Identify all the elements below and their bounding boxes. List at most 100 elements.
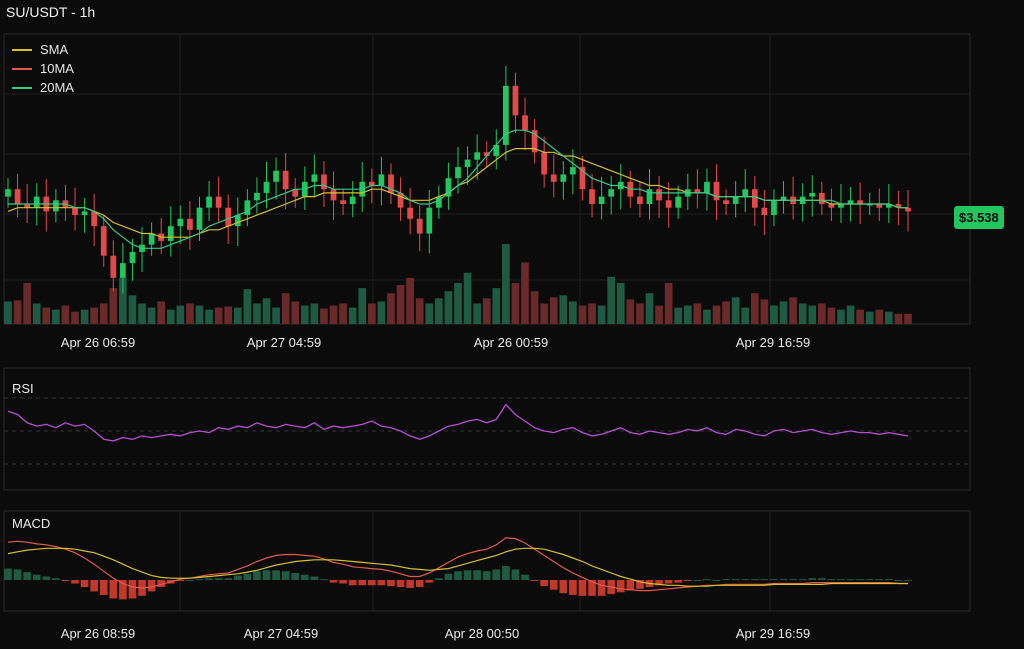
macd-histogram-bar bbox=[741, 579, 750, 581]
volume-bar bbox=[214, 307, 223, 324]
macd-histogram-bar bbox=[205, 578, 213, 580]
macd-histogram-bar bbox=[894, 580, 903, 581]
candle-body bbox=[847, 200, 854, 204]
volume-bar bbox=[32, 303, 41, 324]
macd-histogram-bar bbox=[195, 579, 204, 581]
macd-histogram-bar bbox=[760, 579, 769, 581]
macd-histogram-bar bbox=[789, 579, 797, 581]
macd-histogram-bar bbox=[856, 579, 864, 581]
candle-body bbox=[397, 192, 404, 208]
candle-body bbox=[646, 189, 653, 204]
legend-label: SMA bbox=[40, 42, 69, 57]
macd-histogram-bar bbox=[262, 570, 271, 580]
macd-line bbox=[7, 537, 908, 592]
volume-bar bbox=[128, 295, 137, 324]
macd-histogram-bar bbox=[348, 580, 357, 586]
volume-bar bbox=[540, 303, 548, 324]
candle-body bbox=[91, 211, 98, 227]
x-tick-label: Apr 26 06:59 bbox=[60, 335, 136, 350]
macd-histogram-bar bbox=[300, 574, 309, 580]
macd-histogram-bar bbox=[616, 580, 625, 593]
macd-histogram-bar bbox=[588, 580, 596, 596]
candle-body bbox=[5, 189, 11, 197]
candle-body bbox=[675, 196, 682, 208]
candle-body bbox=[560, 174, 567, 182]
macd-histogram-bar bbox=[502, 565, 510, 580]
candle-body bbox=[493, 144, 500, 156]
candle-body bbox=[857, 200, 863, 204]
volume-bar bbox=[176, 305, 185, 324]
macd-histogram-bar bbox=[52, 578, 60, 580]
candle-body bbox=[589, 189, 595, 204]
candle-body bbox=[838, 204, 844, 208]
volume-bar bbox=[425, 303, 434, 324]
volume-bar bbox=[90, 307, 98, 324]
legend: SMA 10MA 20MA bbox=[12, 40, 74, 97]
volume-bar bbox=[396, 285, 405, 324]
candle-body bbox=[809, 192, 816, 197]
volume-bar bbox=[233, 307, 242, 324]
volume-bar bbox=[789, 297, 797, 324]
candle-body bbox=[503, 85, 509, 145]
volume-bar bbox=[71, 311, 79, 324]
candle-body bbox=[388, 174, 394, 193]
volume-bar bbox=[463, 272, 472, 324]
candle-body bbox=[531, 130, 538, 153]
volume-bar bbox=[80, 309, 89, 324]
candle-body bbox=[885, 204, 892, 208]
volume-bar bbox=[846, 305, 855, 324]
macd-histogram-bar bbox=[655, 580, 663, 586]
candle-body bbox=[407, 207, 413, 219]
macd-histogram-bar bbox=[703, 579, 711, 581]
macd-histogram-bar bbox=[119, 580, 127, 600]
volume-bar bbox=[109, 288, 118, 324]
rsi-line bbox=[7, 403, 909, 442]
macd-histogram-bar bbox=[80, 580, 89, 588]
volume-bar bbox=[138, 303, 146, 324]
volume-bar bbox=[166, 309, 175, 324]
candle-body bbox=[771, 200, 777, 216]
candle-body bbox=[120, 263, 126, 278]
candle-body bbox=[330, 189, 337, 201]
volume-bar bbox=[243, 289, 252, 324]
macd-histogram-bar bbox=[377, 580, 386, 586]
macd-histogram-bar bbox=[846, 579, 855, 581]
macd-histogram-bar bbox=[569, 580, 577, 595]
x-tick-label: Apr 27 04:59 bbox=[246, 335, 322, 350]
volume-bar bbox=[368, 303, 376, 324]
rsi-label: RSI bbox=[12, 381, 34, 396]
macd-histogram-bar bbox=[683, 580, 692, 581]
macd-histogram-bar bbox=[559, 580, 568, 594]
macd-histogram-bar bbox=[147, 580, 156, 592]
macd-histogram-bar bbox=[4, 568, 12, 580]
candle-body bbox=[33, 196, 40, 208]
x-tick-label: Apr 26 08:59 bbox=[60, 626, 136, 641]
candle-body bbox=[416, 218, 423, 234]
macd-histogram-bar bbox=[674, 580, 683, 583]
candle-body bbox=[282, 170, 289, 190]
macd-histogram-bar bbox=[32, 574, 41, 580]
volume-bar bbox=[444, 291, 453, 324]
candle-body bbox=[244, 200, 251, 216]
macd-histogram-bar bbox=[415, 580, 424, 588]
macd-histogram-bar bbox=[779, 579, 788, 581]
macd-histogram-bar bbox=[310, 576, 319, 580]
macd-histogram-bar bbox=[214, 578, 223, 580]
x-tick-label: Apr 29 16:59 bbox=[735, 626, 811, 641]
volume-bar bbox=[664, 282, 673, 324]
candle-body bbox=[100, 226, 107, 256]
volume-bar bbox=[205, 309, 213, 324]
candle-body bbox=[340, 200, 346, 204]
macd-histogram-bar bbox=[253, 571, 261, 580]
candle-body bbox=[72, 207, 78, 216]
volume-bar bbox=[731, 297, 740, 324]
macd-histogram-bar bbox=[770, 579, 778, 581]
candle-body bbox=[828, 204, 835, 208]
volume-bar bbox=[406, 277, 414, 324]
candle-body bbox=[196, 207, 203, 230]
candle-body bbox=[273, 170, 279, 182]
rsi-panel bbox=[7, 403, 909, 442]
legend-label: 20MA bbox=[40, 80, 74, 95]
volume-bar bbox=[310, 303, 319, 324]
